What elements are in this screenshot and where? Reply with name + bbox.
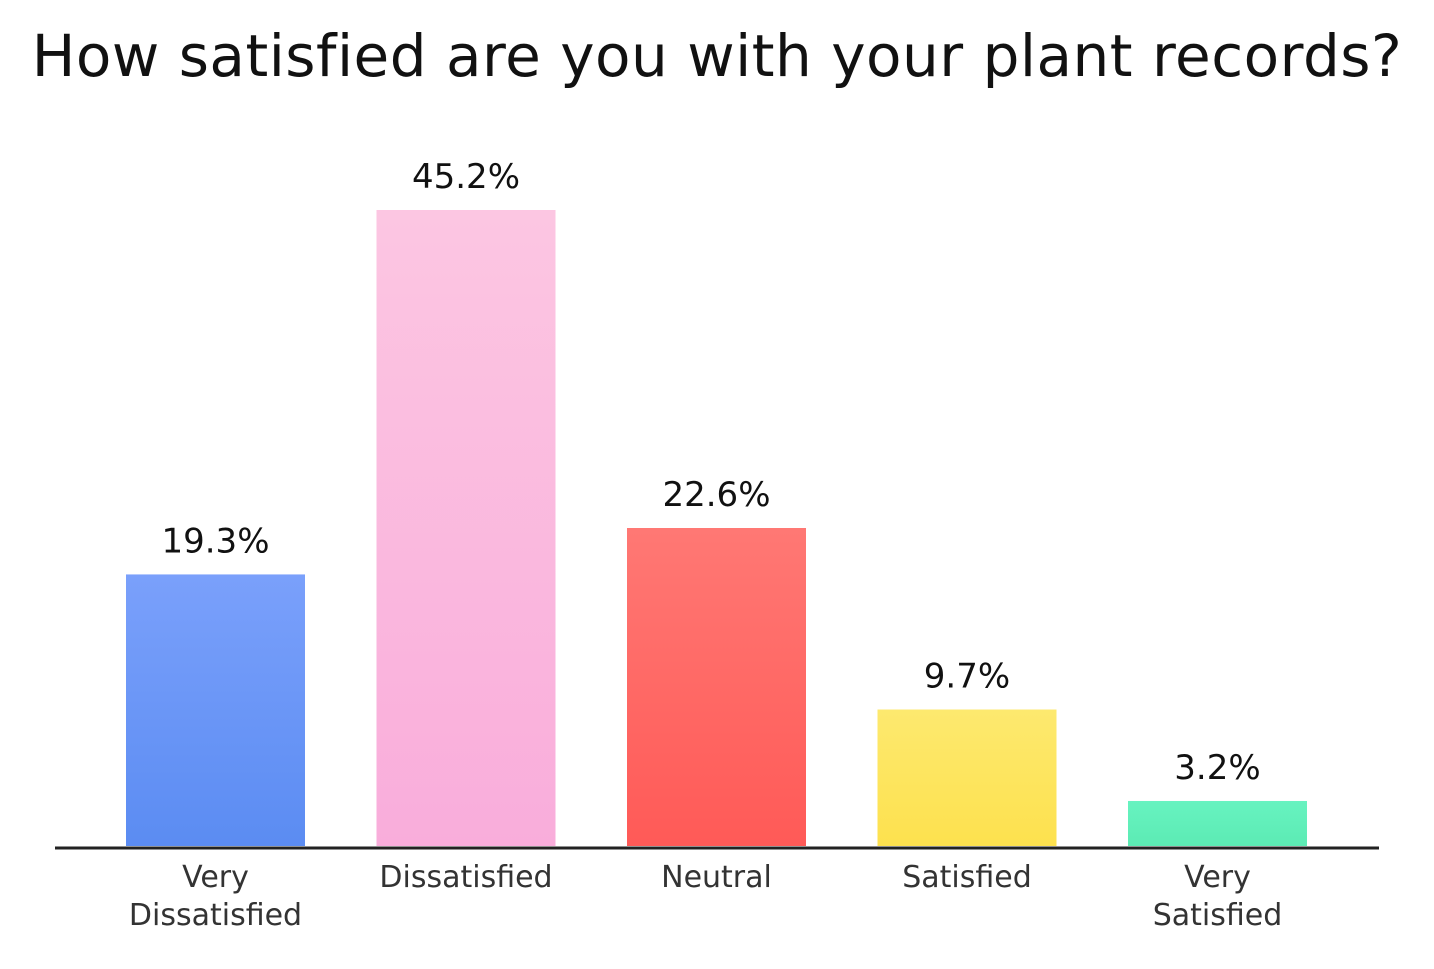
bar-dissatisfied bbox=[376, 210, 556, 846]
value-label-satisfied: 9.7% bbox=[924, 657, 1010, 697]
chart-title: How satisfied are you with your plant re… bbox=[31, 22, 1403, 90]
value-label-neutral: 22.6% bbox=[662, 475, 770, 515]
bar-very-dissatisfied bbox=[126, 574, 305, 846]
bar-neutral bbox=[627, 528, 806, 846]
category-label-very-dissatisfied: Very Dissatisfied bbox=[129, 860, 302, 933]
category-label-neutral: Neutral bbox=[661, 860, 772, 895]
category-label-satisfied: Satisfied bbox=[902, 860, 1032, 895]
value-label-dissatisfied: 45.2% bbox=[412, 157, 520, 197]
bar-satisfied bbox=[877, 709, 1057, 846]
category-label-very-satisfied: Very Satisfied bbox=[1153, 860, 1283, 933]
category-label-dissatisfied: Dissatisfied bbox=[379, 860, 552, 895]
value-label-very-satisfied: 3.2% bbox=[1174, 748, 1260, 788]
value-label-very-dissatisfied: 19.3% bbox=[161, 521, 269, 561]
bar-very-satisfied bbox=[1128, 800, 1307, 846]
